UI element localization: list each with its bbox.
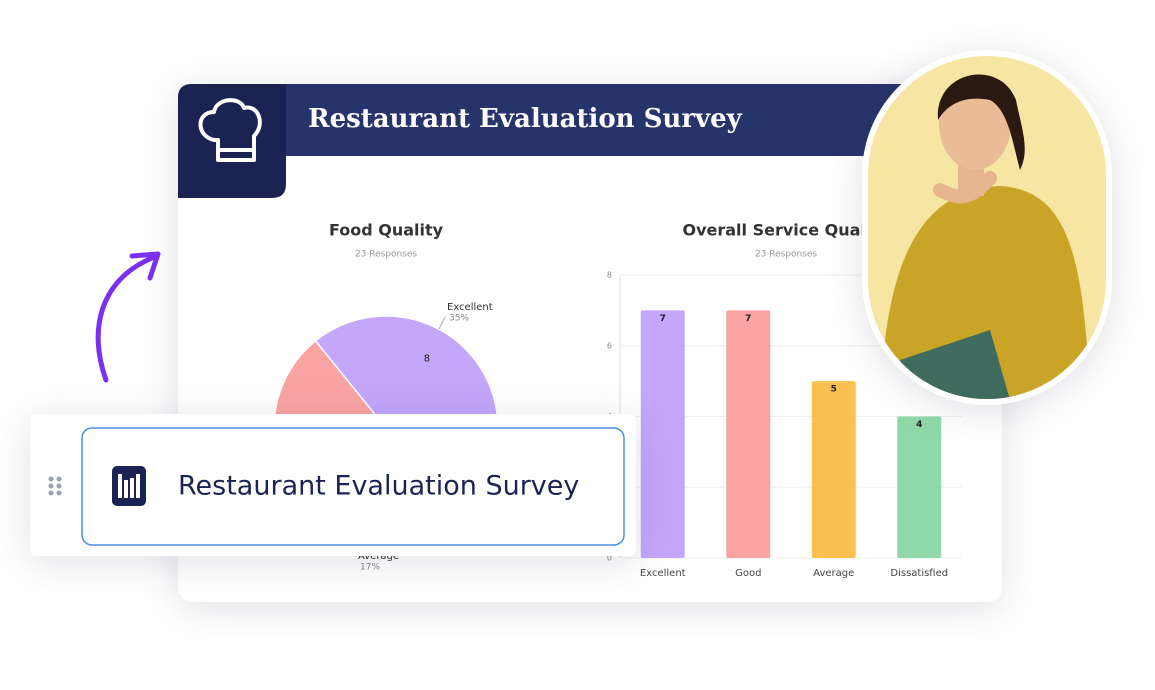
chart-title: Food Quality	[329, 221, 444, 240]
arrow-head	[129, 251, 161, 281]
y-tick-label: 6	[607, 341, 612, 350]
chart-subtitle: 23 Responses	[755, 250, 818, 260]
slice-percent: 17%	[360, 563, 380, 573]
slice-label: Excellent	[447, 302, 493, 313]
bar-value-label: 5	[831, 385, 837, 395]
bar	[640, 310, 685, 558]
photo	[868, 56, 1106, 399]
y-tick-label: 0	[607, 554, 612, 563]
x-tick-label: Good	[735, 568, 761, 579]
card-input[interactable]	[81, 427, 625, 546]
bar-value-label: 7	[660, 314, 666, 324]
leader-line	[438, 316, 446, 330]
bar	[897, 416, 942, 558]
card-icon-bars	[118, 474, 140, 498]
header-band	[178, 84, 1002, 156]
x-tick-label: Dissatisfied	[890, 568, 948, 579]
arrow	[95, 255, 155, 383]
bar	[726, 310, 771, 558]
slice-value-label: 8	[424, 353, 430, 364]
bar	[811, 381, 856, 558]
card-icon	[112, 466, 146, 506]
slice-percent: 35%	[449, 314, 469, 324]
y-tick-label: 8	[607, 271, 612, 280]
chart-title: Overall Service Quality	[682, 221, 890, 240]
chef-hat-icon	[198, 98, 262, 162]
x-tick-label: Average	[813, 568, 854, 579]
chart-subtitle: 23 Responses	[355, 250, 418, 260]
drag-handle[interactable]	[48, 476, 62, 496]
header-title: Restaurant Evaluation Survey	[308, 104, 743, 134]
bar-value-label: 4	[916, 420, 922, 430]
bar-value-label: 7	[745, 314, 751, 324]
card-title: Restaurant Evaluation Survey	[178, 471, 579, 502]
x-tick-label: Excellent	[640, 568, 686, 579]
slice-label: Average	[358, 551, 399, 562]
pie-slice	[314, 315, 499, 429]
